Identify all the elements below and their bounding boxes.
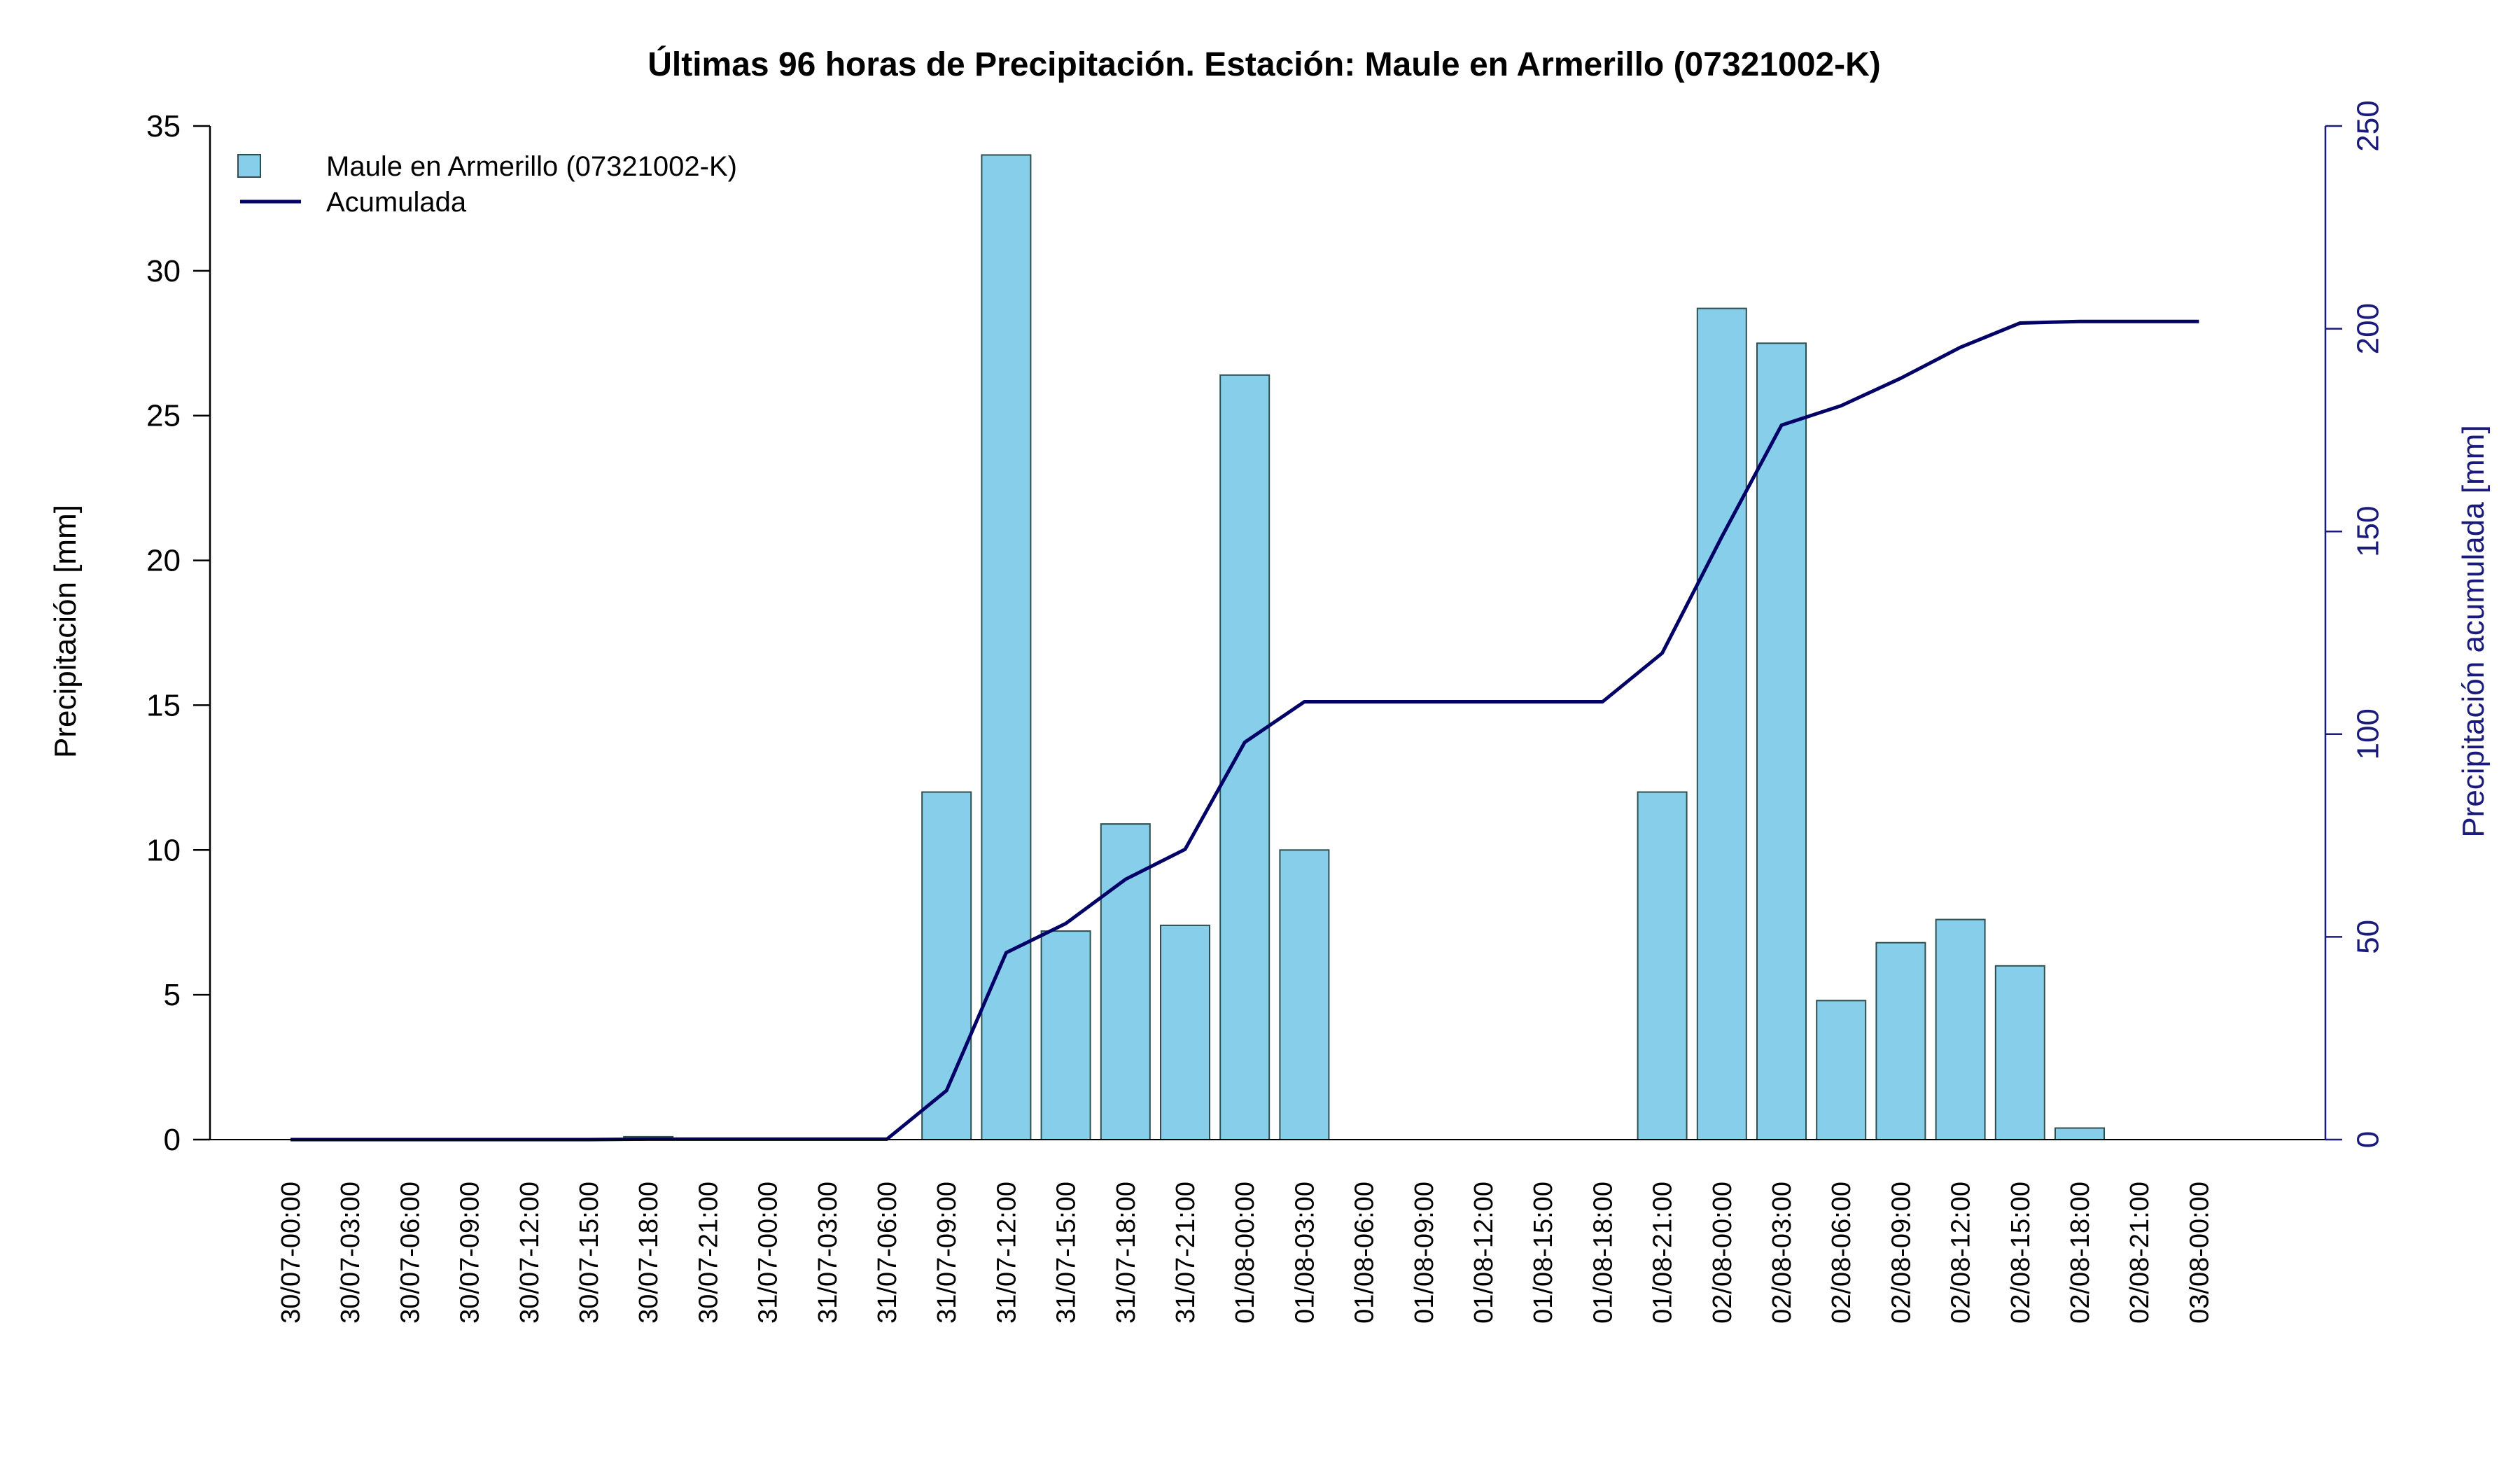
legend-bar-swatch (237, 154, 261, 178)
x-tick-label-30/07-06:00: 30/07-06:00 (396, 1182, 425, 1324)
x-tick-label-31/07-21:00: 31/07-21:00 (1171, 1182, 1200, 1324)
x-tick-label-01/08-00:00: 01/08-00:00 (1231, 1182, 1260, 1324)
cumulative-line-layer (210, 319, 2325, 1142)
bar-02/08-03:00 (1756, 342, 1807, 1140)
right-y-axis-label: Precipitación acumulada [mm] (2456, 425, 2491, 837)
x-tick-label-30/07-15:00: 30/07-15:00 (575, 1182, 604, 1324)
bar-31/07-09:00 (921, 791, 972, 1140)
left-tick-label-35: 35 (146, 109, 181, 144)
x-tick-label-30/07-00:00: 30/07-00:00 (276, 1182, 306, 1324)
bar-02/08-18:00 (2054, 1127, 2105, 1140)
x-tick-label-31/07-03:00: 31/07-03:00 (813, 1182, 843, 1324)
right-tick-label-0: 0 (2351, 1131, 2385, 1148)
right-tick-label-150: 150 (2351, 505, 2385, 556)
x-tick-label-31/07-18:00: 31/07-18:00 (1112, 1182, 1141, 1324)
x-tick-label-01/08-09:00: 01/08-09:00 (1410, 1182, 1439, 1324)
bar-02/08-00:00 (1696, 307, 1747, 1141)
right-y-axis: 0 50 100 150 200 250 (2324, 100, 2385, 1148)
left-tick-label-5: 5 (164, 978, 181, 1012)
x-tick-label-02/08-06:00: 02/08-06:00 (1827, 1182, 1856, 1324)
x-tick-label-30/07-21:00: 30/07-21:00 (694, 1182, 723, 1324)
left-y-axis: 0 5 10 15 20 25 30 35 (146, 109, 211, 1157)
x-tick-label-02/08-03:00: 02/08-03:00 (1768, 1182, 1797, 1324)
bar-02/08-09:00 (1875, 941, 1926, 1140)
x-tick-label-31/07-12:00: 31/07-12:00 (992, 1182, 1021, 1324)
right-tick-label-50: 50 (2351, 920, 2385, 954)
left-tick-label-25: 25 (146, 399, 181, 433)
bar-31/07-15:00 (1040, 930, 1091, 1140)
left-tick-label-15: 15 (146, 688, 181, 722)
x-tick-label-02/08-09:00: 02/08-09:00 (1886, 1182, 1916, 1324)
x-tick-label-02/08-12:00: 02/08-12:00 (1947, 1182, 1976, 1324)
x-tick-label-01/08-03:00: 01/08-03:00 (1290, 1182, 1320, 1324)
x-tick-label-31/07-15:00: 31/07-15:00 (1052, 1182, 1082, 1324)
bar-01/08-21:00 (1637, 791, 1688, 1140)
left-tick-label-20: 20 (146, 544, 181, 578)
x-tick-label-01/08-15:00: 01/08-15:00 (1529, 1182, 1558, 1324)
x-tick-label-31/07-00:00: 31/07-00:00 (754, 1182, 783, 1324)
x-tick-label-30/07-18:00: 30/07-18:00 (634, 1182, 664, 1324)
x-tick-label-02/08-15:00: 02/08-15:00 (2006, 1182, 2036, 1324)
x-tick-label-01/08-21:00: 01/08-21:00 (1648, 1182, 1678, 1324)
left-tick-label-10: 10 (146, 833, 181, 867)
x-tick-label-30/07-03:00: 30/07-03:00 (336, 1182, 365, 1324)
x-tick-label-01/08-12:00: 01/08-12:00 (1469, 1182, 1499, 1324)
left-tick-label-0: 0 (164, 1123, 181, 1157)
bar-31/07-18:00 (1100, 823, 1151, 1140)
x-tick-label-30/07-09:00: 30/07-09:00 (456, 1182, 485, 1324)
chart-title: Últimas 96 horas de Precipitación. Estac… (648, 45, 1881, 83)
bar-31/07-21:00 (1160, 924, 1210, 1141)
left-y-axis-label: Precipitación [mm] (48, 505, 83, 758)
x-tick-label-01/08-18:00: 01/08-18:00 (1588, 1182, 1618, 1324)
right-tick-label-200: 200 (2351, 303, 2385, 354)
bar-02/08-06:00 (1816, 1000, 1867, 1141)
bar-01/08-03:00 (1279, 849, 1330, 1141)
x-axis: 30/07-00:00 30/07-03:00 30/07-06:00 30/07-0… (276, 1182, 2214, 1324)
left-tick-label-30: 30 (146, 254, 181, 288)
bar-01/08-00:00 (1219, 374, 1270, 1140)
legend-line-label: Acumulada (326, 187, 467, 218)
bar-02/08-12:00 (1935, 918, 1986, 1140)
x-tick-label-30/07-12:00: 30/07-12:00 (515, 1182, 545, 1324)
x-tick-label-31/07-06:00: 31/07-06:00 (873, 1182, 902, 1324)
x-tick-label-02/08-00:00: 02/08-00:00 (1708, 1182, 1737, 1324)
bars-layer (623, 154, 2105, 1141)
legend: Maule en Armerillo (07321002-K) Acumulad… (237, 151, 737, 218)
legend-bar-label: Maule en Armerillo (07321002-K) (326, 151, 737, 182)
x-tick-label-01/08-06:00: 01/08-06:00 (1350, 1182, 1380, 1324)
x-tick-label-02/08-18:00: 02/08-18:00 (2066, 1182, 2095, 1324)
right-tick-label-250: 250 (2351, 100, 2385, 151)
x-tick-label-31/07-09:00: 31/07-09:00 (932, 1182, 962, 1324)
x-tick-label-02/08-21:00: 02/08-21:00 (2125, 1182, 2155, 1324)
right-tick-label-100: 100 (2351, 708, 2385, 760)
x-tick-label-03/08-00:00: 03/08-00:00 (2185, 1182, 2214, 1324)
bar-02/08-15:00 (1994, 965, 2045, 1141)
